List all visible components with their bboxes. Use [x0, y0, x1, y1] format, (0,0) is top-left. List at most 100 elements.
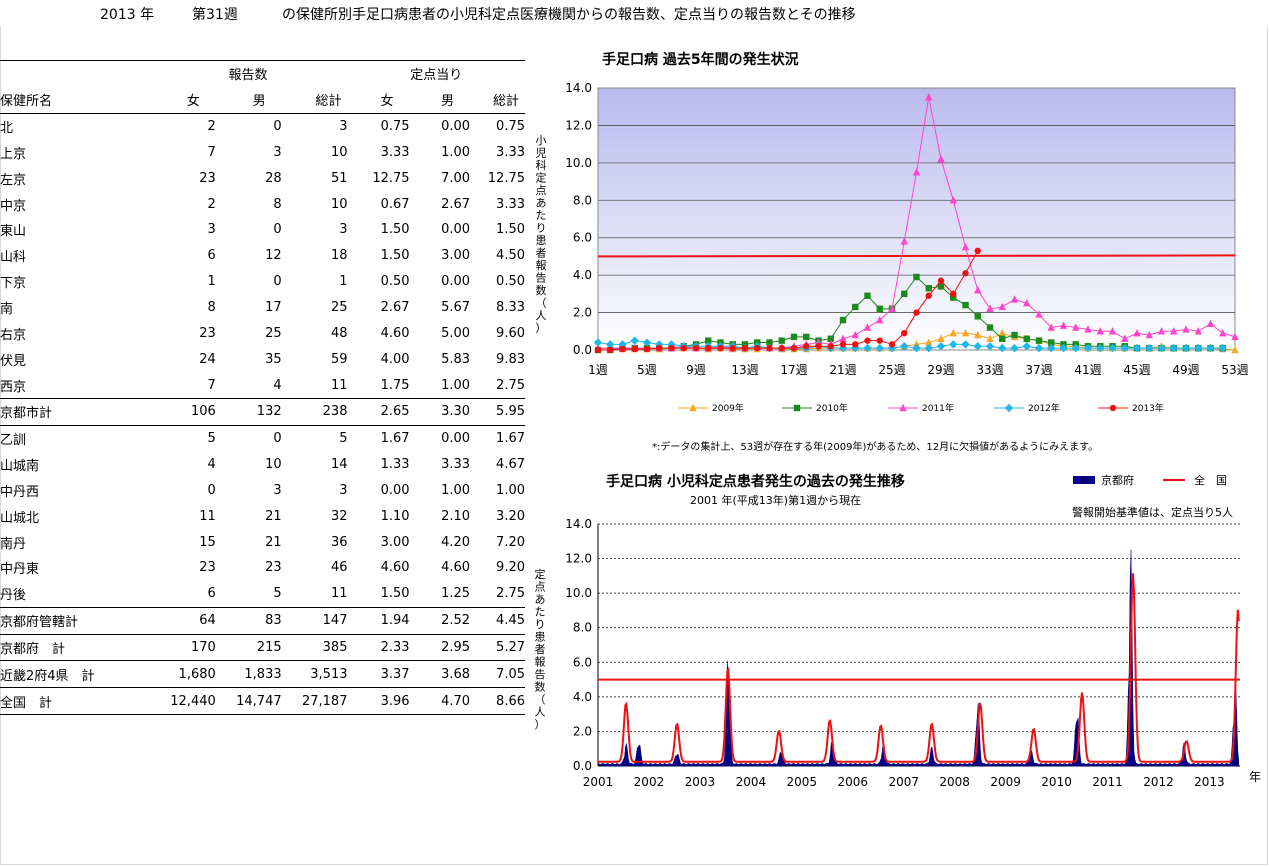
- svg-text:た: た: [536, 209, 547, 222]
- chart1-data-point: [1022, 342, 1031, 351]
- health-center-name: 右京: [0, 327, 27, 343]
- table-row: 全国 計 12,440 14,747 27,187 3.96 4.70 8.66: [0, 687, 525, 716]
- chart1-data-point: [1010, 295, 1019, 303]
- chart1-data-point: [974, 247, 981, 255]
- table-cell: 4.67: [496, 457, 525, 473]
- chart1-data-point: [962, 301, 969, 309]
- chart1-data-point: [998, 328, 1006, 337]
- table-cell: 3: [273, 482, 282, 498]
- table-cell: 0.00: [441, 431, 471, 447]
- svg-text:患: 患: [535, 631, 546, 644]
- chart2-legend-label: 全 国: [1194, 473, 1227, 487]
- table-cell: 385: [281, 634, 348, 662]
- chart2-national-line: [598, 573, 1240, 763]
- chart2-xtick-label: 2013: [1194, 775, 1225, 789]
- column-header: 女: [347, 86, 410, 114]
- chart1-data-point: [839, 316, 847, 324]
- chart1-xtick-label: 33週: [976, 363, 1003, 377]
- table-cell: 2.67: [380, 300, 410, 316]
- table-cell: 83: [215, 606, 282, 635]
- chart1-xtick-label: 45週: [1123, 363, 1150, 377]
- health-center-name: 上京: [0, 146, 27, 162]
- chart2-xtick-label: 2009: [990, 775, 1021, 789]
- group-header-per-site: 定点当り: [347, 59, 525, 87]
- table-row: 中京 2 8 10 0.67 2.67 3.33: [0, 191, 525, 217]
- table-cell: 4: [273, 377, 282, 393]
- table-cell: 3.37: [347, 660, 410, 689]
- table-cell: 12: [265, 248, 282, 264]
- table-cell: 27,187: [281, 687, 348, 716]
- chart1-data-point: [900, 237, 908, 245]
- chart1-data-point: [925, 285, 932, 292]
- table-row: 伏見 24 35 59 4.00 5.83 9.83: [0, 346, 525, 372]
- table-cell: 14: [330, 457, 348, 473]
- health-center-name: 京都市計: [0, 397, 149, 426]
- table-cell: 3.00: [441, 248, 471, 264]
- chart1-data-point: [875, 343, 884, 353]
- table-cell: 48: [330, 325, 348, 341]
- table-cell: 147: [281, 606, 348, 635]
- chart2-legend-swatch-kyoto: [1073, 476, 1095, 484]
- chart1-data-point: [985, 342, 995, 351]
- report-caption: の保健所別手足口病患者の小児科定点医療機関からの報告数、定点当りの報告数とその推…: [282, 7, 856, 23]
- chart2-xtick-label: 2002: [634, 775, 665, 789]
- column-header: 男: [215, 86, 282, 114]
- table-cell: 7.05: [470, 660, 525, 689]
- table-cell: 1.50: [380, 248, 410, 264]
- table-cell: 2.67: [441, 196, 471, 212]
- column-header-row: 保健所名女男総計女男総計: [0, 86, 525, 114]
- chart1-series-line: [597, 340, 1223, 349]
- chart1-legend-marker: [1109, 404, 1117, 412]
- five-year-chart: 手足口病 過去5年間の発生状況 0.0 2.0 4.0 6.0 8.0 10.0 12.0 14…: [536, 51, 1249, 453]
- chart1-data-point: [852, 341, 859, 348]
- chart1-data-point: [680, 344, 687, 352]
- table-cell: 9.60: [496, 325, 525, 341]
- chart1-data-point: [1219, 328, 1227, 337]
- table-row: 山城北 11 21 32 1.10 2.10 3.20: [0, 503, 525, 529]
- table-cell: 5: [207, 431, 216, 447]
- table-cell: 51: [330, 170, 348, 186]
- chart1-data-point: [717, 344, 724, 352]
- chart1-legend-label: 2011年: [922, 402, 954, 414]
- table-cell: 1.00: [441, 144, 471, 160]
- chart1-data-point: [754, 344, 761, 352]
- chart1-data-point: [606, 340, 615, 349]
- history-chart: 手足口病 小児科定点患者発生の過去の発生推移 2001 年(平成13年)第1週から…: [535, 473, 1262, 789]
- chart1-data-point: [593, 338, 603, 347]
- chart1-legend-label: 2012年: [1028, 402, 1060, 414]
- table-cell: 6: [207, 248, 216, 264]
- health-center-name: 南: [0, 302, 14, 318]
- table-cell: 0.00: [441, 119, 471, 135]
- table-cell: 21: [265, 534, 282, 550]
- table-cell: 1.67: [380, 431, 410, 447]
- chart1-data-point: [618, 340, 627, 349]
- chart1-data-point: [619, 345, 626, 353]
- chart1-data-point: [1071, 343, 1080, 353]
- health-center-name: 左京: [0, 172, 27, 188]
- chart1-data-point: [594, 346, 602, 354]
- chart1-data-point: [912, 340, 921, 348]
- chart2-ytick-label: 14.0: [565, 517, 592, 531]
- chart1-data-point: [1169, 343, 1178, 353]
- table-row: 丹後 6 5 11 1.50 1.25 2.75: [0, 581, 525, 607]
- table-cell: 1.33: [380, 457, 410, 473]
- table-cell: 132: [215, 397, 282, 426]
- chart1-data-point: [986, 324, 994, 331]
- chart2-ytick-label: 0.0: [573, 759, 592, 773]
- table-cell: 5: [273, 586, 282, 602]
- chart1-data-point: [1218, 343, 1227, 353]
- chart1-data-point: [790, 344, 798, 352]
- table-cell: 2.10: [441, 508, 471, 524]
- table-cell: 1.00: [441, 482, 471, 498]
- svg-text:定: 定: [535, 567, 546, 581]
- chart1-data-point: [803, 343, 810, 350]
- chart1-data-point: [643, 345, 651, 353]
- table-cell: 11: [330, 586, 348, 602]
- health-center-name: 山城南: [0, 459, 40, 475]
- chart1-data-point: [986, 334, 994, 342]
- table-cell: 3: [339, 222, 348, 238]
- chart1-data-point: [1181, 343, 1191, 353]
- health-center-name: 京都府 計: [0, 634, 149, 662]
- table-row: 左京 23 28 51 12.75 7.00 12.75: [0, 165, 525, 191]
- table-cell: 10: [330, 196, 348, 212]
